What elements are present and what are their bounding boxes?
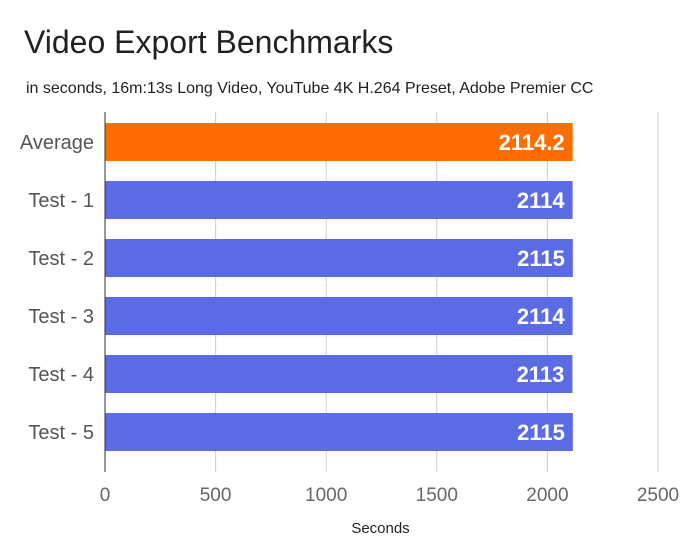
x-tick-label-1500: 1500 [416,485,458,506]
bar-4 [105,355,573,393]
bar-2 [105,239,573,277]
x-tick-label-2000: 2000 [526,485,568,506]
x-tick-label-0: 0 [100,485,111,506]
data-label-1: 2114 [517,188,565,213]
bar-5 [105,413,573,451]
x-tick-label-2500: 2500 [637,485,679,506]
category-label-3: Test - 3 [28,306,94,328]
data-label-5: 2115 [517,420,565,445]
bar-3 [105,297,573,335]
bar-0 [105,123,573,161]
data-label-2: 2115 [517,246,565,271]
category-label-5: Test - 5 [28,422,94,444]
data-label-3: 2114 [517,304,565,329]
category-label-1: Test - 1 [28,190,94,212]
x-axis-title: Seconds [351,520,409,537]
x-tick-label-500: 500 [200,485,232,506]
category-label-0: Average [20,132,94,154]
category-label-2: Test - 2 [28,248,94,270]
x-tick-label-1000: 1000 [305,485,347,506]
chart-title: Video Export Benchmarks [24,24,394,60]
chart-subtitle: in seconds, 16m:13s Long Video, YouTube … [26,80,594,97]
category-label-4: Test - 4 [28,364,94,386]
bar-1 [105,181,573,219]
data-label-0: 2114.2 [499,130,565,155]
data-label-4: 2113 [517,362,565,387]
